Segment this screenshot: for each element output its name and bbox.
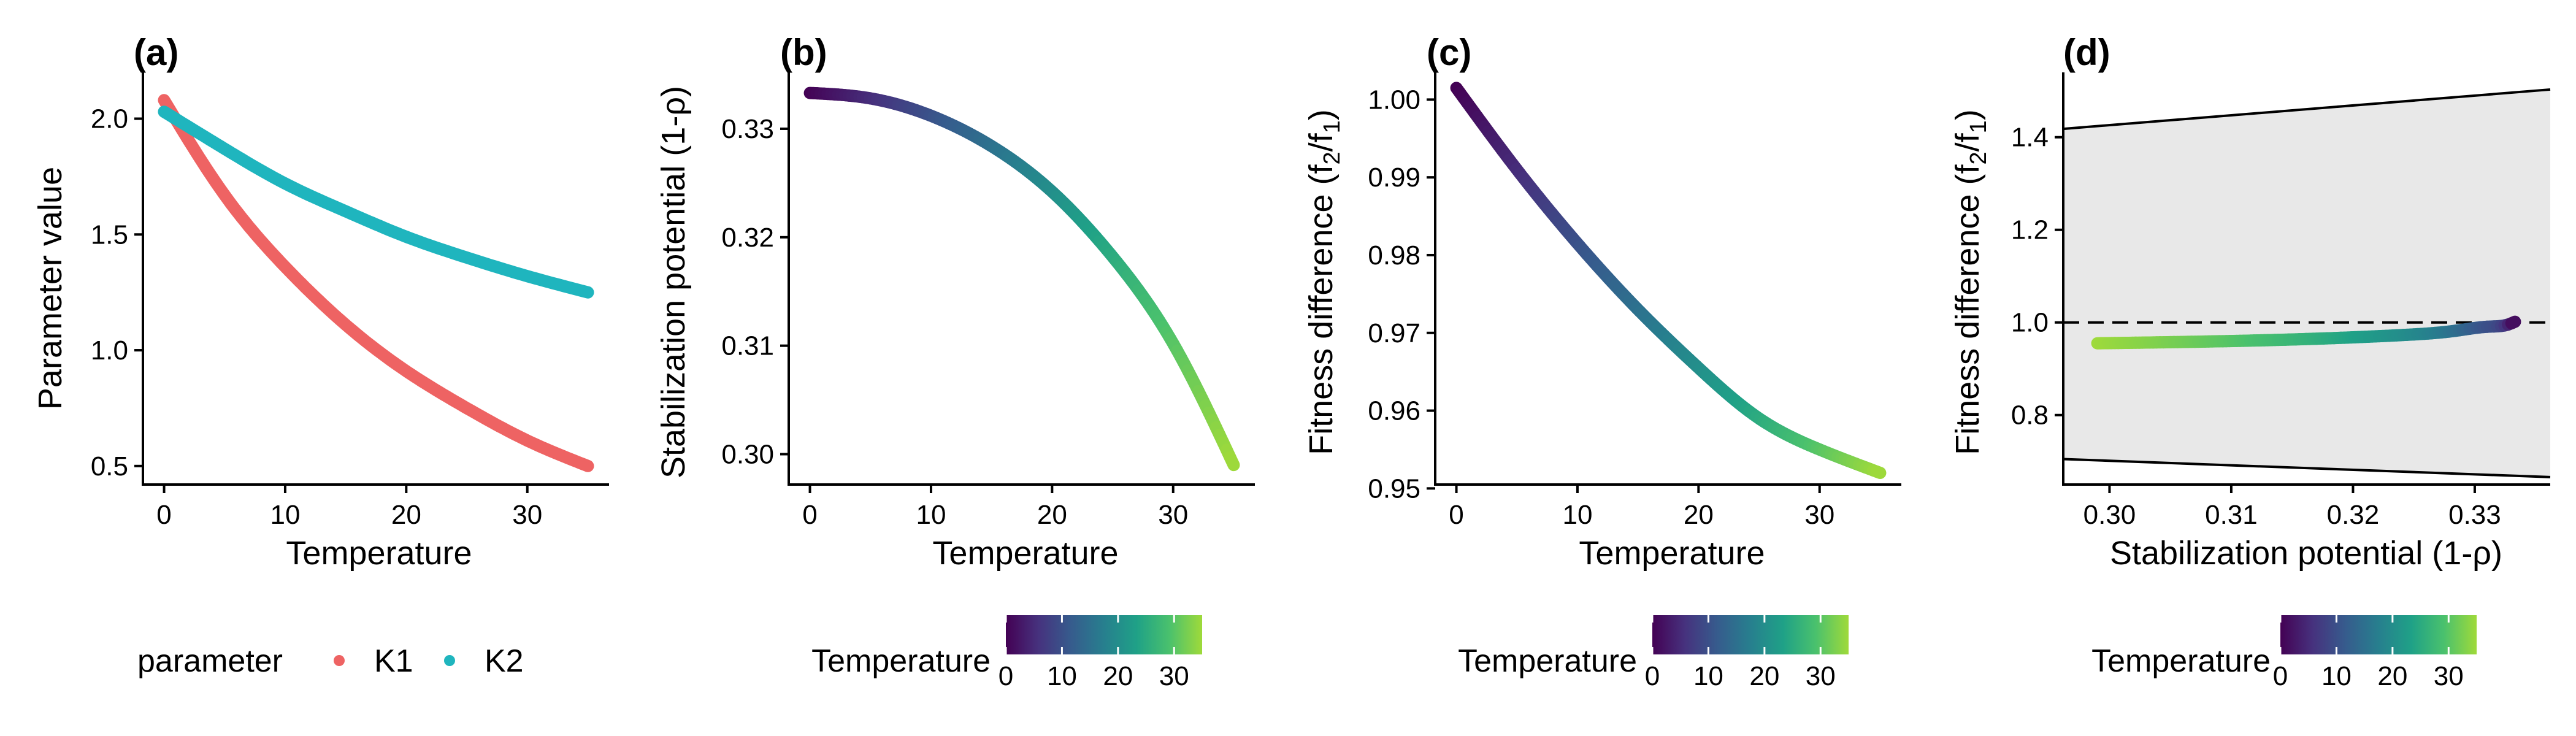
legend-label-k2: K2: [485, 643, 524, 679]
series-c: [1450, 82, 1887, 479]
x-tick-label-a-3: 30: [512, 500, 542, 530]
y-axis-title-c: Fitness difference (f2/f1): [1303, 109, 1345, 455]
legend-parameter: parameter K1 K2: [137, 643, 524, 679]
x-tick-label-d-0: 0.30: [2083, 500, 2136, 530]
panel-label-b: (b): [780, 32, 827, 73]
legend-title-temperature-c: Temperature: [1458, 643, 1637, 679]
x-tick-label-c-2: 20: [1684, 500, 1714, 530]
series-a: [158, 94, 594, 472]
axes-d: [2062, 72, 2550, 486]
legend-title-parameter: parameter: [137, 643, 283, 679]
panel-b: (b) 0 10 20 300.300.310.320.33 Temperature …: [655, 32, 1255, 572]
colorbar-tick-label: 20: [1749, 661, 1779, 691]
legend-key-k2: [444, 655, 455, 666]
colorbar-tick-label: 0: [1645, 661, 1660, 691]
x-tick-label-a-1: 10: [270, 500, 300, 530]
ticks-c: 0 10 20 30 0.95 0.96 0.97 0.98 0.99 1.00: [1368, 85, 1834, 530]
series-b: [803, 86, 1240, 472]
legend-title-temperature-d: Temperature: [2091, 643, 2271, 679]
series-line-k1: [158, 94, 594, 472]
ticks-a: 0 10 20 30 0.5 1.0 1.5 2.0: [91, 104, 542, 530]
series-segment: [1224, 451, 1240, 472]
x-tick-label-a-0: 0: [156, 500, 171, 530]
x-tick-label-a-2: 20: [391, 500, 421, 530]
colorbar-tick-label: 10: [1047, 661, 1077, 691]
x-tick-label-b-1: 10: [916, 500, 946, 530]
colorbar: [2280, 615, 2477, 654]
y-tick-label-d-1: 1.0: [2011, 308, 2049, 338]
panel-label-a: (a): [134, 32, 178, 73]
x-axis-title-c: Temperature: [1579, 535, 1765, 572]
x-tick-label-d-1: 0.31: [2205, 500, 2258, 530]
panel-label-c: (c): [1427, 32, 1471, 73]
y-tick-label-d-0: 0.8: [2011, 401, 2049, 431]
x-axis-title-a: Temperature: [286, 535, 472, 572]
colorbar-tick-label: 10: [1693, 661, 1723, 691]
colorbar-tick-label: 0: [999, 661, 1013, 691]
x-tick-label-c-0: 0: [1449, 500, 1463, 530]
y-tick-label-a-2: 1.5: [91, 220, 128, 250]
y-tick-label-c-2: 0.97: [1368, 318, 1420, 348]
axes-c: [1434, 72, 1901, 486]
panel-c: (c) 0 10 20 30 0.95 0.96 0.97 0.98 0.99 1.00 Temp…: [1303, 32, 1901, 572]
panel-a: (a) 0 10 20 30 0.5 1.0 1.5 2.0 Temperature Para…: [32, 32, 609, 572]
x-tick-label-c-3: 30: [1804, 500, 1834, 530]
y-tick-label-a-3: 2.0: [91, 104, 128, 134]
y-tick-label-d-2: 1.2: [2011, 215, 2049, 245]
ticks-b: 0 10 20 30 0.30 0.31 0.32 0.33: [721, 114, 1188, 530]
panel-d: (d) 0.30 0.31 0.32 0.33 0.8 1.0 1.2 1.4 Stabili…: [1949, 32, 2551, 572]
colorbar-tick-label: 30: [1159, 661, 1189, 691]
x-tick-label-b-2: 20: [1037, 500, 1067, 530]
series-segment: [1870, 465, 1887, 479]
x-tick-label-d-2: 0.32: [2327, 500, 2380, 530]
legend-temperature-b: Temperature 0 10 20 30: [811, 615, 1202, 691]
colorbar-tick-label: 30: [1806, 661, 1836, 691]
y-tick-label-b-1: 0.31: [721, 331, 774, 361]
y-tick-label-b-3: 0.33: [721, 114, 774, 144]
colorbar-tick-label: 10: [2321, 661, 2352, 691]
y-axis-title-a: Parameter value: [32, 167, 69, 410]
y-tick-label-c-5: 1.00: [1368, 85, 1420, 115]
legend-temperature-c: Temperature 0 10 20 30: [1458, 615, 1849, 691]
x-axis-title-b: Temperature: [932, 535, 1118, 572]
upper-boundary: [2063, 88, 2551, 131]
panel-label-d: (d): [2063, 32, 2110, 73]
colorbar-tick-label: 20: [2377, 661, 2407, 691]
series-line-k2: [158, 105, 594, 299]
y-tick-label-a-0: 0.5: [91, 451, 128, 481]
y-tick-label-b-0: 0.30: [721, 439, 774, 469]
y-tick-label-c-1: 0.96: [1368, 396, 1420, 426]
legend-temperature-d: Temperature 0 10 20 30: [2091, 615, 2477, 691]
legend-label-k1: K1: [374, 643, 413, 679]
y-tick-label-b-2: 0.32: [721, 223, 774, 253]
y-tick-label-a-1: 1.0: [91, 335, 128, 366]
colorbar-tick-label: 30: [2434, 661, 2464, 691]
series-d: [2091, 315, 2521, 350]
axes-b: [788, 72, 1255, 486]
x-tick-label-c-1: 10: [1562, 500, 1592, 530]
lower-boundary: [2063, 458, 2551, 478]
y-tick-label-c-4: 0.99: [1368, 163, 1420, 193]
coexistence-region-d: [2063, 88, 2551, 478]
y-tick-label-c-3: 0.98: [1368, 240, 1420, 270]
x-axis-title-d: Stabilization potential (1-ρ): [2110, 535, 2502, 572]
y-axis-title-d: Fitness difference (f2/f1): [1949, 109, 1991, 455]
coexistence-area: [2063, 89, 2550, 477]
series-segment: [2505, 315, 2521, 330]
y-tick-label-c-0: 0.95: [1368, 473, 1420, 504]
y-axis-title-b: Stabilization potential (1-ρ): [655, 86, 692, 478]
legend-title-temperature-b: Temperature: [811, 643, 991, 679]
x-tick-label-b-3: 30: [1158, 500, 1188, 530]
colorbar-tick-label: 0: [2273, 661, 2288, 691]
axes-a: [142, 72, 609, 486]
colorbar-tick-label: 20: [1103, 661, 1133, 691]
ticks-d: 0.30 0.31 0.32 0.33 0.8 1.0 1.2 1.4: [2011, 123, 2501, 530]
colorbar: [1006, 615, 1202, 654]
x-tick-label-d-3: 0.33: [2448, 500, 2501, 530]
y-tick-label-d-3: 1.4: [2011, 123, 2049, 153]
colorbar: [1652, 615, 1849, 654]
legend-key-k1: [334, 655, 345, 666]
x-tick-label-b-0: 0: [802, 500, 817, 530]
